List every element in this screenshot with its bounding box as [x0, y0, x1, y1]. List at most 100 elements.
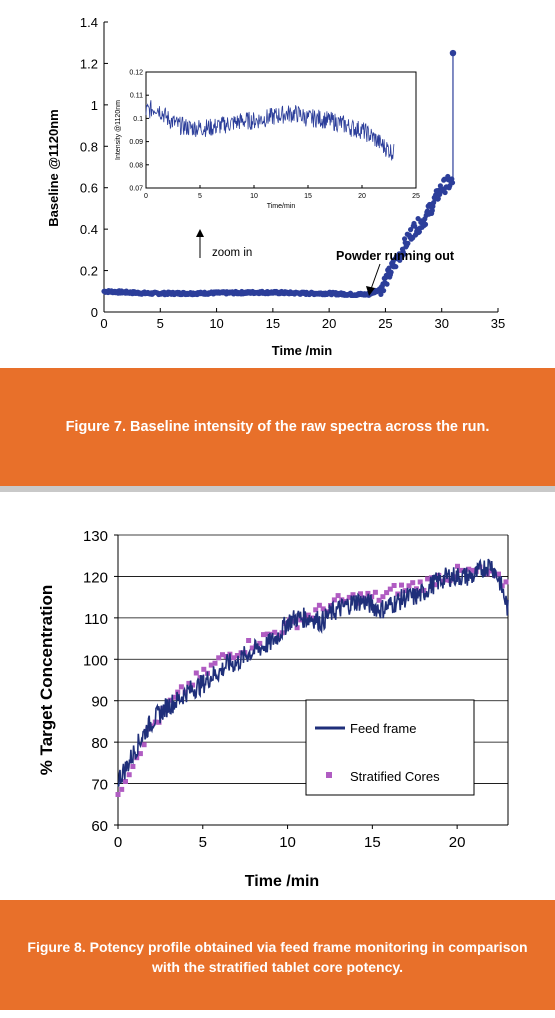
y-tick-label: 0.8	[80, 139, 98, 154]
stratified-cores-point	[130, 764, 136, 769]
potency-chart-axes: 60 70 80 90 100 110 120 130 0 5 10 15 20	[83, 528, 509, 851]
powder-arrow-line	[370, 263, 381, 290]
y-tick-label: 0	[91, 305, 98, 320]
inset-y-axis-label: Intensity @1120nm	[115, 100, 122, 160]
x-axis-label: Time /min	[272, 343, 333, 358]
stratified-cores-point	[264, 631, 270, 637]
y-tick-label: 1.2	[80, 56, 98, 71]
stratified-cores-point	[365, 590, 371, 596]
potency-chart: 60 70 80 90 100 110 120 130 0 5 10 15 20 Time /min %…	[37, 528, 509, 890]
stratified-cores-point	[268, 631, 274, 637]
legend-stratified-label: Stratified Cores	[350, 769, 440, 784]
potency-series	[115, 558, 509, 797]
stratified-cores-point	[119, 786, 125, 792]
stratified-cores-point	[380, 594, 386, 600]
x-tick-label: 0	[100, 316, 107, 331]
inset-x-tick-label: 0	[144, 193, 148, 200]
stratified-cores-point	[346, 594, 352, 600]
data-point	[381, 288, 387, 294]
inset-y-tick-label: 0.09	[129, 139, 143, 146]
inset-series-line	[145, 100, 395, 161]
figure-7-caption-band: Figure 7. Baseline intensity of the raw …	[0, 368, 555, 486]
x-tick-label: 15	[364, 834, 381, 851]
inset-x-tick-label: 20	[358, 193, 366, 200]
y-tick-label: 90	[91, 694, 108, 711]
inset-chart: 0 5 10 15 20 25 0.07 0.08 0.09 0.1 0.11 0.12 Time/mi…	[115, 70, 420, 211]
data-point	[384, 281, 390, 287]
stratified-cores-point	[399, 582, 404, 588]
y-tick-label: 70	[91, 777, 108, 794]
feed-frame-line	[117, 558, 509, 787]
stratified-cores-point	[466, 566, 472, 572]
stratified-cores-point	[123, 779, 128, 784]
x-tick-label: 10	[209, 316, 223, 331]
powder-running-out-annotation: Powder running out	[336, 249, 455, 296]
x-tick-label: 15	[266, 316, 280, 331]
data-point	[388, 269, 394, 275]
baseline-series	[101, 49, 457, 298]
data-point	[405, 240, 411, 246]
stratified-cores-point	[201, 666, 207, 672]
section-separator	[0, 486, 555, 492]
stratified-cores-point	[358, 591, 363, 597]
data-point	[378, 291, 384, 297]
inset-x-tick-label: 5	[198, 193, 202, 200]
stratified-cores-point	[126, 772, 132, 778]
baseline-chart-axes: 0 5 10 15 20 25 30 35 0 0.2 0.4 0.6 0.8 1 1.2 1.4	[80, 15, 505, 331]
zoom-in-annotation: zoom in	[196, 229, 252, 259]
data-point	[401, 251, 407, 257]
stratified-cores-point	[137, 751, 143, 757]
stratified-cores-point	[249, 645, 255, 651]
stratified-cores-point	[406, 583, 412, 589]
stratified-cores-point	[290, 618, 296, 624]
inset-y-tick-label: 0.11	[130, 93, 143, 100]
spike-point	[449, 49, 457, 57]
figure-8-panel: 60 70 80 90 100 110 120 130 0 5 10 15 20 Time /min %…	[0, 500, 555, 900]
data-point	[435, 196, 441, 202]
y-tick-label: 130	[83, 528, 108, 545]
x-tick-label: 0	[114, 834, 122, 851]
stratified-cores-point	[272, 629, 278, 635]
stratified-cores-point	[141, 742, 147, 748]
data-point	[422, 221, 429, 227]
x-tick-label: 5	[199, 834, 207, 851]
stratified-cores-point	[496, 571, 501, 577]
y-tick-label: 0.2	[80, 264, 98, 279]
stratified-cores-point	[402, 588, 408, 594]
inset-y-tick-label: 0.1	[133, 116, 143, 123]
x-tick-label: 20	[449, 834, 466, 851]
stratified-cores-point	[316, 602, 322, 608]
stratified-cores-point	[231, 655, 237, 661]
figure-7-caption: Figure 7. Baseline intensity of the raw …	[65, 419, 490, 435]
stratified-cores-point	[257, 640, 263, 646]
x-tick-label: 10	[279, 834, 296, 851]
stratified-cores-point	[134, 755, 140, 761]
inset-x-axis-label: Time/min	[267, 203, 296, 210]
data-point	[442, 189, 448, 196]
legend-feed-frame-label: Feed frame	[350, 721, 416, 736]
stratified-cores-point	[432, 582, 438, 588]
stratified-cores-point	[350, 592, 356, 598]
stratified-cores-point	[313, 607, 319, 613]
stratified-cores-point	[208, 662, 214, 668]
figure-7-panel: 0 5 10 15 20 25 30 35 0 0.2 0.4 0.6 0.8 1 1.2 1.4 0 5 10 1…	[0, 0, 555, 368]
x-tick-label: 35	[491, 316, 505, 331]
figure-8-caption: Figure 8. Potency profile obtained via f…	[27, 939, 528, 975]
stratified-cores-point	[417, 579, 423, 585]
legend-stratified-swatch	[326, 772, 332, 778]
stratified-cores-point	[220, 652, 225, 658]
data-point	[429, 207, 435, 214]
y-tick-label: 1	[91, 98, 98, 113]
stratified-cores-point	[193, 670, 199, 676]
stratified-cores-point	[469, 567, 475, 573]
x-tick-label: 30	[434, 316, 448, 331]
y-tick-label: 0.4	[80, 222, 98, 237]
stratified-cores-point	[115, 792, 121, 797]
stratified-cores-point	[384, 590, 390, 596]
stratified-cores-point	[246, 638, 252, 643]
y-tick-label: 60	[91, 818, 108, 835]
y-tick-label: 110	[84, 611, 108, 628]
stratified-cores-point	[372, 589, 378, 595]
legend: Feed frame Stratified Cores	[305, 699, 475, 796]
y-axis-label: % Target Concentration	[37, 585, 56, 775]
